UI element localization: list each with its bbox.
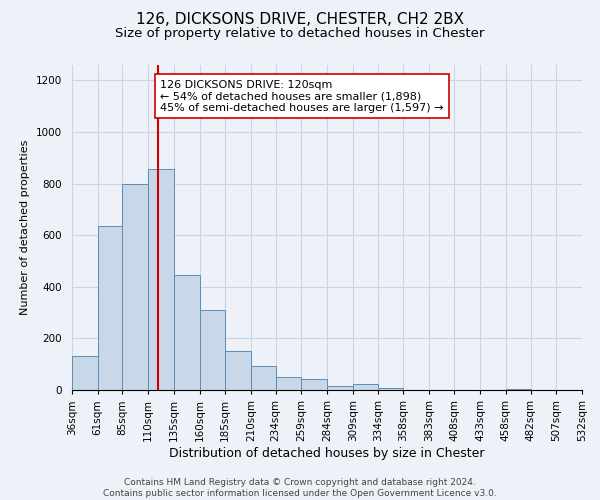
Bar — [275, 376, 301, 390]
Bar — [327, 386, 353, 390]
Bar — [98, 226, 122, 390]
Bar — [225, 352, 251, 390]
Bar — [199, 310, 225, 390]
Text: 126 DICKSONS DRIVE: 120sqm
← 54% of detached houses are smaller (1,898)
45% of s: 126 DICKSONS DRIVE: 120sqm ← 54% of deta… — [160, 80, 444, 113]
Bar — [506, 388, 530, 390]
X-axis label: Distribution of detached houses by size in Chester: Distribution of detached houses by size … — [169, 446, 485, 460]
Bar — [353, 384, 379, 390]
Text: Size of property relative to detached houses in Chester: Size of property relative to detached ho… — [115, 28, 485, 40]
Bar — [301, 379, 327, 390]
Bar — [174, 275, 199, 390]
Y-axis label: Number of detached properties: Number of detached properties — [20, 140, 31, 315]
Bar — [148, 170, 174, 390]
Bar — [379, 388, 403, 390]
Bar — [72, 356, 98, 390]
Text: 126, DICKSONS DRIVE, CHESTER, CH2 2BX: 126, DICKSONS DRIVE, CHESTER, CH2 2BX — [136, 12, 464, 28]
Bar — [251, 366, 275, 390]
Text: Contains HM Land Registry data © Crown copyright and database right 2024.
Contai: Contains HM Land Registry data © Crown c… — [103, 478, 497, 498]
Bar — [122, 184, 148, 390]
